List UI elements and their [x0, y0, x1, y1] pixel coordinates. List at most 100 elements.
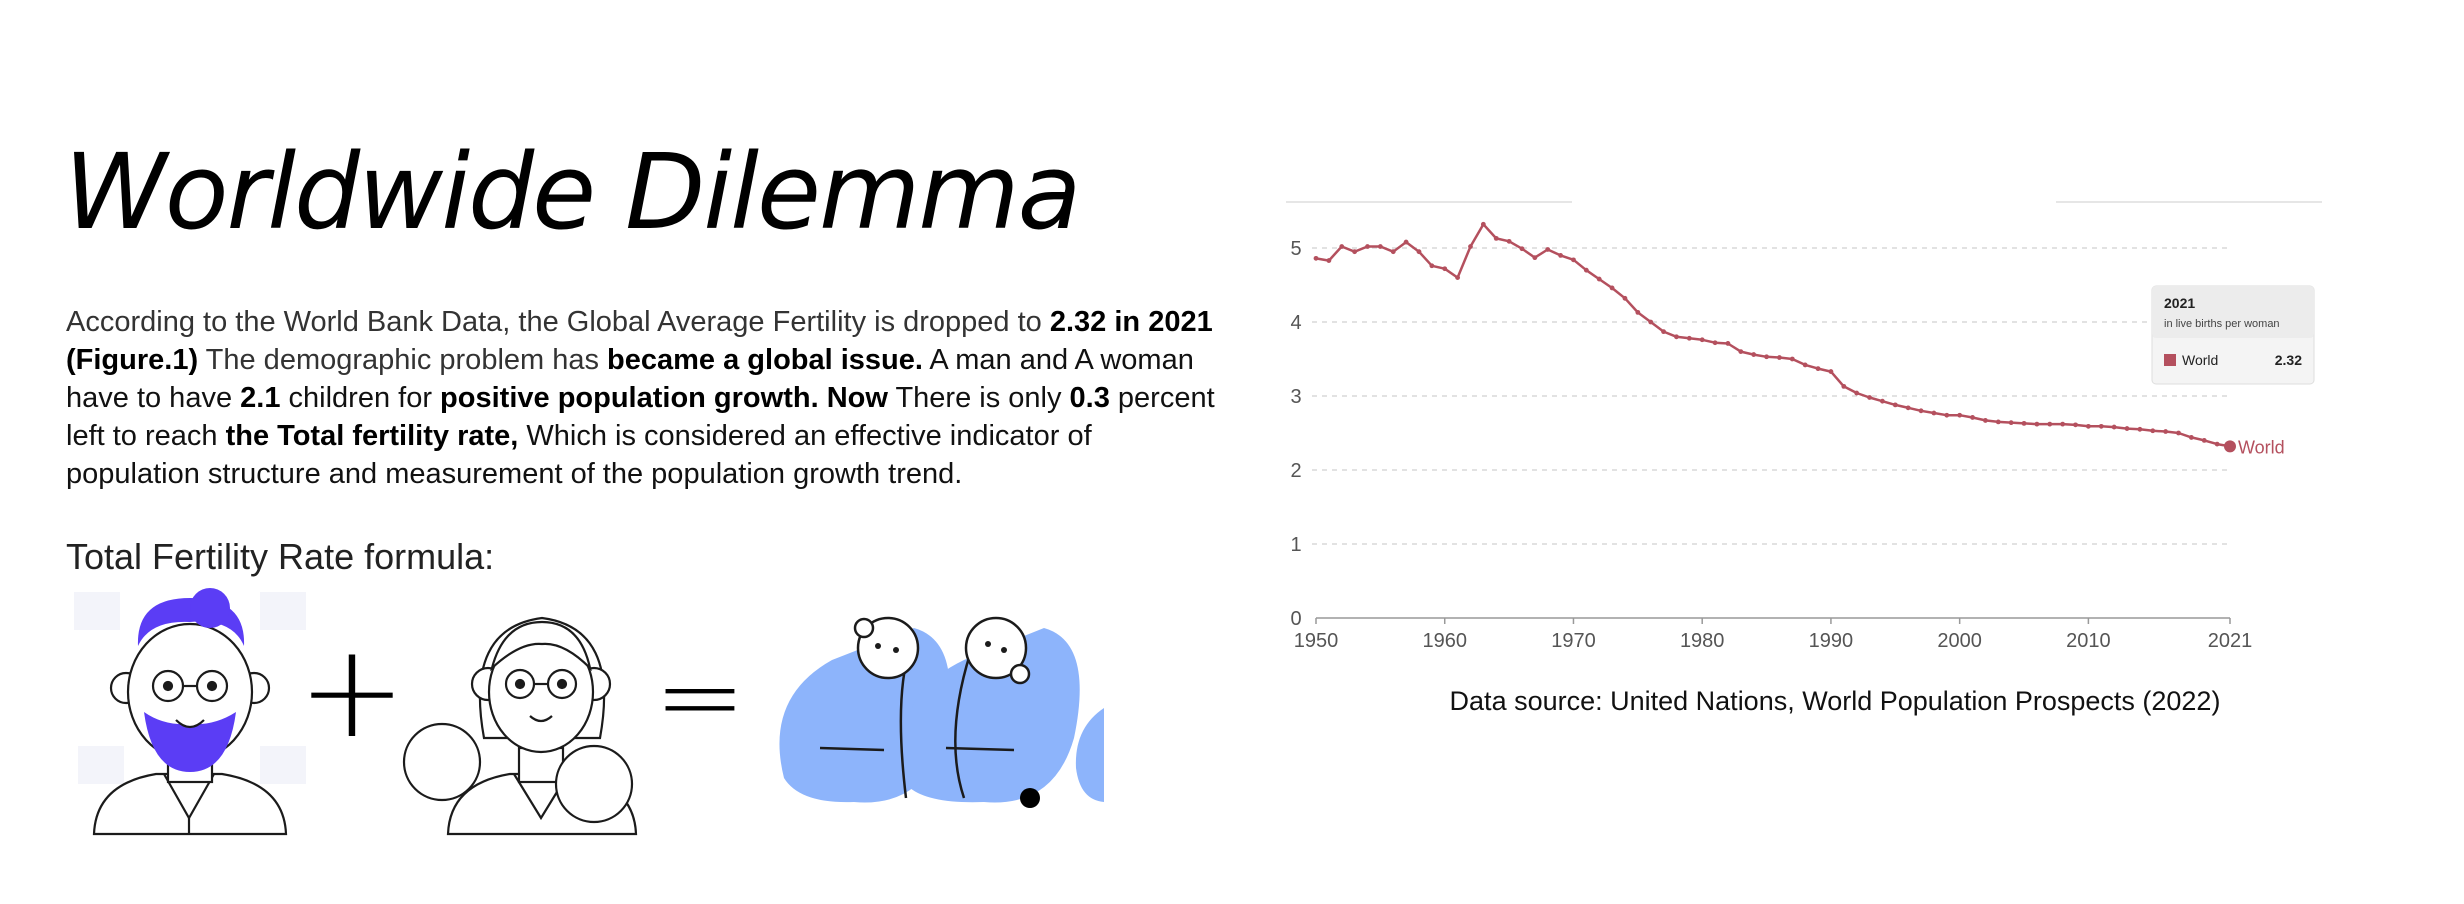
data-point	[1777, 355, 1782, 360]
chart-series: World	[1313, 221, 2285, 457]
data-point	[2163, 429, 2169, 434]
intro-text-5: There is only	[887, 382, 1070, 414]
series-end-label: World	[2238, 437, 2285, 457]
data-point	[1648, 319, 1654, 325]
data-point	[1892, 402, 1898, 408]
data-point	[1506, 238, 1512, 244]
data-point	[1841, 383, 1847, 389]
data-point	[2176, 430, 2181, 436]
data-point	[1944, 412, 1950, 418]
data-point	[2021, 420, 2027, 426]
intro-bold-1: 2.32 in 2021 (Figure.1)	[66, 306, 1213, 376]
woman-avatar-icon	[402, 616, 638, 836]
chart-grid: 0 1 2 3 4 5	[1290, 238, 2230, 630]
x-tick-label: 1990	[1809, 630, 1854, 652]
data-point	[2047, 421, 2053, 427]
data-point	[1571, 257, 1576, 263]
data-point	[1326, 258, 1332, 263]
data-point	[1802, 362, 1808, 368]
data-point	[2034, 421, 2040, 427]
data-point	[1622, 295, 1628, 301]
data-point	[1725, 341, 1731, 346]
intro-text-1: According to the World Bank Data, the Gl…	[66, 306, 1050, 338]
y-tick-label: 0	[1290, 608, 1301, 630]
intro-text-6: percent left to reach	[66, 382, 1215, 452]
data-point	[1545, 247, 1551, 252]
x-tick-label: 2010	[2066, 630, 2111, 652]
chart-tooltip: 2021 in live births per woman World 2.32	[2151, 285, 2315, 385]
data-point	[1442, 266, 1448, 272]
data-point	[1493, 235, 1499, 241]
page-title: Worldwide Dilemma	[64, 131, 1081, 253]
data-point	[1365, 244, 1370, 249]
x-tick-label: 2000	[1937, 630, 1982, 652]
dot-glyph	[1020, 788, 1040, 808]
intro-text-2: The demographic problem has	[198, 344, 608, 376]
data-point	[1429, 263, 1435, 269]
x-tick-label: 2021	[2208, 630, 2253, 652]
baby-icon	[903, 616, 1080, 803]
data-point	[1815, 366, 1821, 372]
intro-bold-2: became a global issue.	[607, 344, 923, 376]
data-point	[1905, 405, 1911, 411]
y-tick-label: 2	[1290, 460, 1301, 482]
tooltip-value: 2.32	[2275, 352, 2302, 368]
intro-bold-5: 0.3	[1069, 382, 1110, 414]
formula-illustration: + =	[74, 588, 1104, 836]
chart-x-axis: 1950 1960 1970 1980 1990 2000 2010 2021	[1294, 617, 2253, 652]
data-point	[1480, 221, 1486, 227]
data-point	[1686, 335, 1692, 341]
x-tick-label: 1970	[1551, 630, 1596, 652]
data-point	[2137, 426, 2143, 432]
data-point	[1712, 340, 1718, 346]
data-point	[1313, 255, 1319, 261]
data-point	[2073, 422, 2078, 428]
tooltip-year: 2021	[2164, 295, 2195, 311]
data-point	[1583, 267, 1589, 273]
intro-bold-6: the Total fertility rate,	[225, 420, 519, 452]
data-point	[1339, 244, 1345, 249]
data-point	[1880, 398, 1885, 404]
partial-baby-icon	[1075, 708, 1104, 802]
data-point	[1609, 285, 1615, 291]
data-point	[1674, 334, 1679, 340]
data-point	[2085, 423, 2091, 429]
data-point	[1854, 390, 1860, 396]
data-point	[2098, 423, 2104, 429]
data-point	[1699, 337, 1705, 343]
tooltip-series-name: World	[2182, 352, 2218, 368]
y-tick-label: 4	[1290, 312, 1301, 334]
data-point	[1751, 352, 1757, 357]
data-point	[1468, 244, 1473, 249]
man-avatar-icon	[92, 588, 288, 836]
data-point	[2150, 428, 2156, 434]
data-point	[2060, 421, 2066, 427]
data-point	[1957, 412, 1963, 418]
data-point	[1828, 369, 1834, 374]
series-line-world	[1315, 223, 2231, 448]
data-point	[1983, 418, 1988, 423]
data-point	[2214, 441, 2220, 447]
tooltip-subtitle: in live births per woman	[2164, 318, 2280, 330]
end-point-marker	[2224, 440, 2236, 453]
data-source-caption: Data source: United Nations, World Popul…	[1449, 686, 2221, 716]
data-point	[2188, 435, 2194, 440]
data-point	[1764, 354, 1769, 360]
data-point	[2008, 420, 2014, 426]
formula-label: Total Fertility Rate formula:	[66, 536, 495, 577]
data-point	[1377, 244, 1383, 249]
data-point	[1596, 276, 1602, 282]
data-point	[1519, 246, 1525, 252]
chart-canvas: 0 1 2 3 4 5 1950 1960 1970 1980 1990 2000 2010 2021 …	[1286, 201, 2322, 652]
data-point	[1918, 408, 1924, 414]
data-point	[2111, 424, 2117, 430]
intro-text-7: Which is considered an effective indicat…	[66, 420, 1092, 490]
data-point	[2201, 438, 2207, 443]
intro-text-3: A man and A woman have to have	[66, 344, 1194, 414]
data-point	[1390, 249, 1396, 255]
tooltip-swatch	[2164, 354, 2176, 366]
data-point	[2124, 426, 2130, 431]
intro-bold-4: positive population growth. Now	[440, 382, 888, 414]
data-point	[1995, 419, 2001, 425]
data-point	[1867, 395, 1872, 400]
